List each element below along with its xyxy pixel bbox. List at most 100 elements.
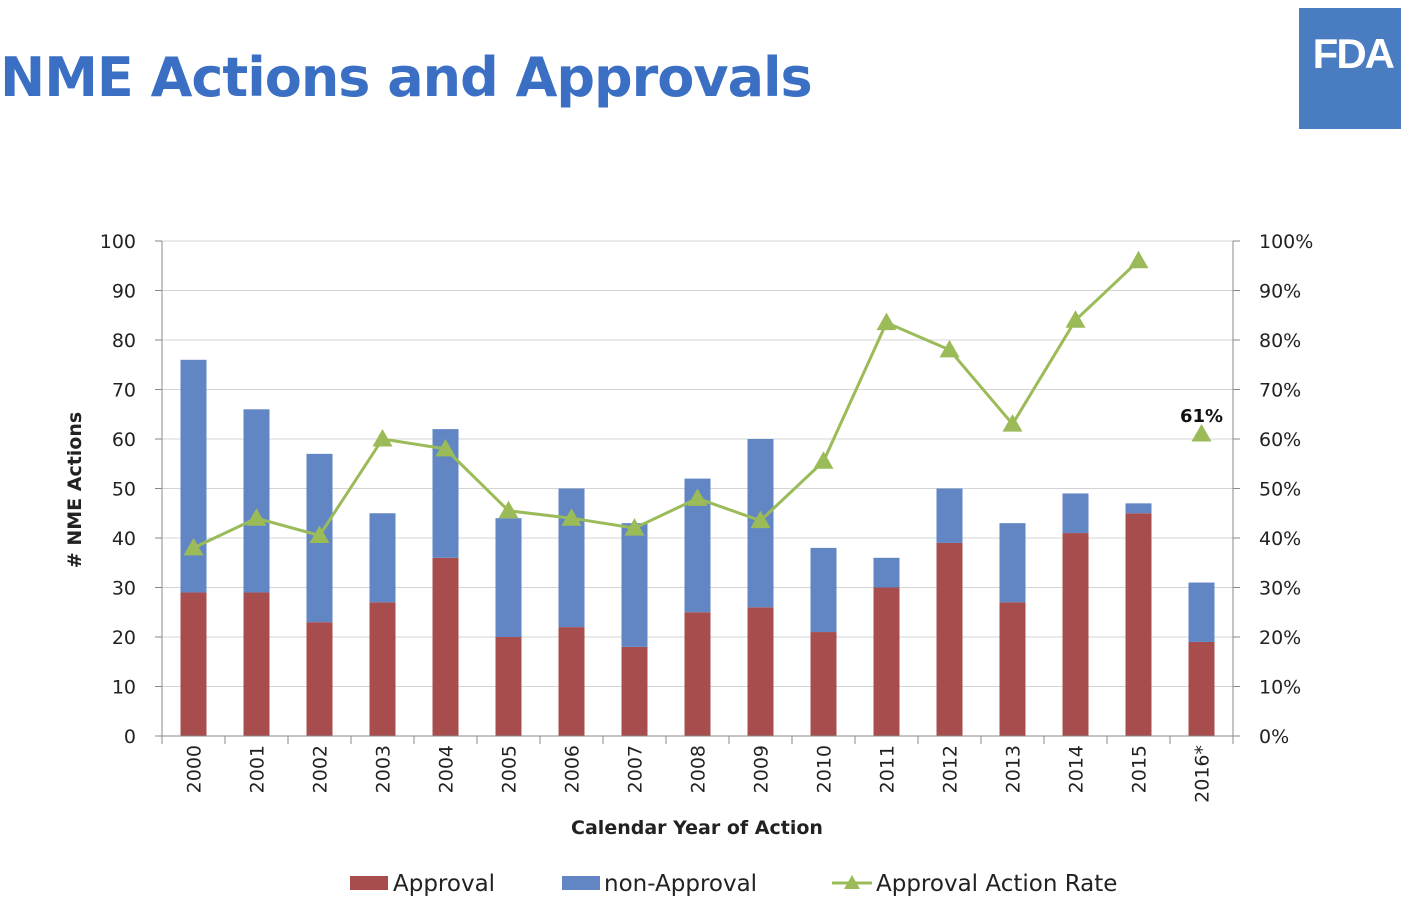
y-axis-title: # NME Actions (64, 412, 86, 568)
y2-tick-label: 80% (1259, 330, 1301, 352)
page-title: NME Actions and Approvals (0, 46, 813, 109)
bar-non-approval-2015 (1125, 503, 1152, 514)
bar-approval-2005 (495, 637, 522, 736)
legend-label-approval: Approval (393, 871, 495, 897)
rate-point-2006 (561, 508, 582, 526)
x-tick-label: 2003 (373, 745, 395, 793)
y2-tick-label: 10% (1259, 677, 1301, 699)
fda-logo: FDA (1299, 8, 1401, 129)
annotation-label: 61% (1180, 406, 1223, 427)
rate-point-2010 (813, 451, 834, 469)
y-tick-label: 0 (124, 726, 136, 748)
x-tick-label: 2001 (247, 745, 269, 793)
x-tick-label: 2011 (877, 745, 899, 793)
x-tick-label: 2012 (940, 745, 962, 793)
axes (155, 240, 1240, 744)
y2-tick-label: 20% (1259, 627, 1301, 649)
bar-non-approval-2012 (936, 488, 963, 543)
rate-point-2013 (1002, 414, 1023, 432)
y-tick-label: 30 (112, 578, 136, 600)
x-tick-label: 2014 (1066, 745, 1088, 793)
rate-point-2000 (183, 537, 204, 556)
y-tick-label: 80 (112, 330, 136, 352)
bar-non-approval-2013 (999, 523, 1026, 603)
y2-tick-label: 100% (1259, 231, 1313, 253)
bar-non-approval-2003 (369, 513, 396, 603)
y2-tick-label: 90% (1259, 281, 1301, 303)
y2-tick-label: 70% (1259, 380, 1301, 402)
legend: Approval non-Approval Approval Action Rate (350, 871, 1117, 897)
y2-tick-label: 50% (1259, 479, 1301, 501)
x-tick-label: 2007 (625, 745, 647, 793)
axis-labels: 0 0% 10 10% 20 20% 30 30% 40 40% 50 50% 60 60% 70 70% 80… (64, 231, 1313, 839)
legend-label-non-approval: non-Approval (604, 871, 757, 897)
bar-non-approval-2001 (243, 409, 270, 593)
rate-point-2001 (246, 508, 267, 526)
x-tick-label: 2009 (751, 745, 773, 793)
bar-approval-2013 (999, 602, 1026, 736)
bar-approval-2012 (936, 542, 963, 736)
bar-approval-2010 (810, 632, 837, 736)
bar-non-approval-2000 (180, 359, 207, 593)
bar-non-approval-2010 (810, 547, 837, 633)
rate-point-2015 (1128, 250, 1149, 269)
y-tick-label: 90 (112, 281, 136, 303)
y-tick-label: 60 (112, 429, 136, 451)
legend-swatch-approval (350, 876, 388, 890)
approval-rate-line (183, 250, 1212, 556)
x-tick-label: 2013 (1003, 745, 1025, 793)
x-tick-label: 2015 (1129, 745, 1151, 793)
legend-label-rate: Approval Action Rate (876, 871, 1117, 897)
legend-swatch-non-approval (562, 876, 600, 890)
x-tick-label: 2000 (184, 745, 206, 793)
x-tick-label: 2008 (688, 745, 710, 793)
bar-approval-2006 (558, 627, 585, 736)
bar-approval-2001 (243, 592, 270, 736)
x-tick-label: 2005 (499, 745, 521, 793)
x-tick-label: 2004 (436, 745, 458, 793)
rate-point-2012 (939, 339, 960, 358)
rate-point-2016 (1191, 424, 1212, 442)
bar-approval-2000 (180, 592, 207, 736)
x-tick-label: 2016* (1192, 745, 1214, 803)
bar-approval-2003 (369, 602, 396, 736)
bar-approval-2016 (1188, 641, 1215, 736)
bar-non-approval-2011 (873, 557, 900, 588)
rate-point-2005 (498, 500, 519, 519)
y-tick-label: 40 (112, 528, 136, 550)
y-tick-label: 20 (112, 627, 136, 649)
y2-tick-label: 30% (1259, 578, 1301, 600)
y2-tick-label: 60% (1259, 429, 1301, 451)
bars (180, 359, 1215, 736)
bar-approval-2007 (621, 646, 648, 736)
rate-line-path (192, 259, 1140, 550)
y-tick-label: 50 (112, 479, 136, 501)
rate-point-2003 (372, 429, 393, 447)
bar-approval-2004 (432, 557, 459, 736)
rate-point-2011 (876, 312, 897, 331)
y-tick-label: 70 (112, 380, 136, 402)
x-tick-label: 2006 (562, 745, 584, 793)
rate-point-2009 (750, 510, 771, 529)
x-tick-label: 2002 (310, 745, 332, 793)
rate-point-2002 (309, 525, 330, 544)
fda-logo-text: FDA (1312, 30, 1395, 77)
bar-non-approval-2007 (621, 523, 648, 647)
bar-approval-2011 (873, 587, 900, 736)
bar-approval-2015 (1125, 513, 1152, 736)
bar-approval-2002 (306, 622, 333, 736)
x-tick-label: 2010 (814, 745, 836, 793)
legend-swatch-rate-marker (844, 875, 860, 889)
y-tick-label: 100 (100, 231, 136, 253)
y-tick-label: 10 (112, 677, 136, 699)
y2-tick-label: 0% (1259, 726, 1289, 748)
bar-non-approval-2014 (1062, 493, 1089, 534)
bar-non-approval-2016 (1188, 582, 1215, 642)
y2-tick-label: 40% (1259, 528, 1301, 550)
rate-point-2008 (687, 488, 708, 506)
bar-approval-2009 (747, 607, 774, 736)
bar-approval-2008 (684, 612, 711, 736)
rate-point-2007 (624, 518, 645, 536)
rate-point-2014 (1065, 310, 1086, 328)
